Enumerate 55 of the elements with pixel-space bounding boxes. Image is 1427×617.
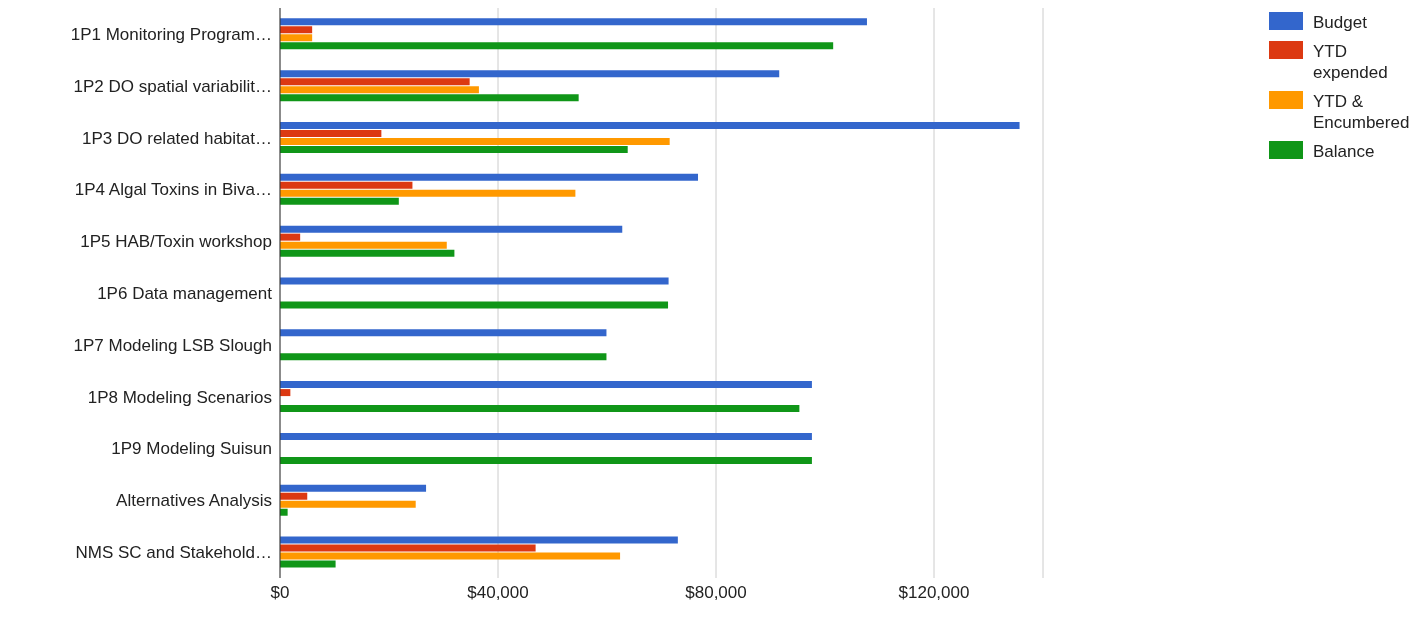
y-tick-label: 1P6 Data management (97, 284, 273, 304)
bar (280, 18, 867, 26)
y-tick-label: 1P5 HAB/Toxin workshop (80, 232, 272, 252)
bar (280, 484, 427, 492)
legend-label: Balance (1313, 141, 1376, 162)
y-tick-label: 1P4 Algal Toxins in Biva… (74, 180, 272, 200)
bar (280, 173, 699, 181)
legend-label: YTD & Encumbered (1313, 91, 1411, 133)
bar (280, 552, 621, 560)
bar (280, 432, 812, 440)
bar (280, 233, 301, 241)
bar (280, 26, 313, 34)
x-tick-label: $80,000 (685, 583, 747, 603)
bar (280, 277, 669, 285)
bar (280, 353, 607, 361)
bar (280, 34, 313, 42)
bar (280, 405, 800, 413)
x-tick-label: $40,000 (467, 583, 529, 603)
bar (280, 225, 623, 233)
bar (280, 181, 413, 189)
bar (280, 492, 308, 500)
bar (280, 70, 780, 78)
bar (280, 78, 470, 86)
bar (280, 122, 1020, 129)
legend-label: Budget (1313, 12, 1368, 33)
bar (280, 130, 382, 137)
bar (280, 508, 288, 516)
bar (280, 138, 670, 145)
bar (280, 500, 416, 508)
y-tick-label: Alternatives Analysis (116, 491, 272, 511)
y-tick-label: 1P3 DO related habitat… (82, 128, 272, 148)
y-tick-label: 1P1 Monitoring Program… (70, 24, 272, 44)
bar (280, 189, 576, 197)
y-tick-label: NMS SC and Stakehold… (75, 543, 272, 563)
x-tick-label: $0 (270, 583, 290, 603)
bar (280, 249, 455, 257)
bar (280, 197, 399, 205)
y-tick-label: 1P8 Modeling Scenarios (87, 387, 272, 407)
x-tick-label: $120,000 (898, 583, 970, 603)
bar (280, 536, 678, 544)
bar (280, 560, 336, 568)
bar (280, 544, 536, 552)
y-tick-label: 1P7 Modeling LSB Slough (73, 335, 272, 355)
y-tick-label: 1P2 DO spatial variabilit… (73, 76, 272, 96)
bar (280, 146, 628, 153)
y-tick-label: 1P9 Modeling Suisun (111, 439, 272, 459)
bar (280, 456, 812, 464)
legend-label: YTD expended (1313, 41, 1389, 83)
bar (280, 94, 579, 102)
bar (280, 329, 607, 337)
bar (280, 86, 479, 94)
bar (280, 42, 834, 50)
bar (280, 381, 812, 389)
bar (280, 301, 669, 309)
bar (280, 241, 447, 249)
